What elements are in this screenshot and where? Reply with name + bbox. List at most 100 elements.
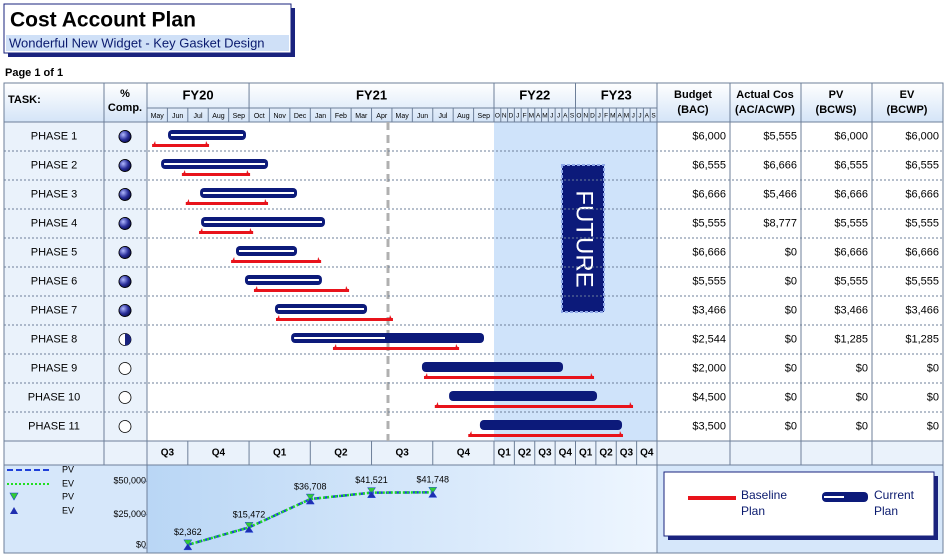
quarter-label: Q3 (538, 448, 552, 459)
cost-pv: $6,666 (834, 188, 868, 200)
cost-budget: $6,666 (692, 188, 726, 200)
cost-marker (183, 543, 193, 551)
baseline-bar (231, 260, 322, 263)
current-bar (421, 362, 564, 372)
month-label: Sep (478, 113, 491, 120)
cost-budget: $3,466 (692, 304, 726, 316)
fiscal-year: FY20 (182, 87, 213, 102)
legend-left-bg (4, 465, 147, 553)
month-label: M (624, 113, 629, 120)
baseline-bar (276, 318, 393, 321)
month-label: J (557, 113, 560, 120)
pct-complete (125, 333, 131, 346)
cost-marker (305, 497, 315, 505)
cost-pv: $1,285 (834, 333, 868, 345)
cost-ev: $6,666 (905, 246, 939, 258)
month-label: D (590, 113, 595, 120)
cost-budget: $6,555 (692, 159, 726, 171)
cost-line (187, 491, 433, 547)
cost-actual: $5,555 (763, 130, 797, 142)
cost-ev: $5,555 (905, 217, 939, 229)
cost-budget: $6,000 (692, 130, 726, 142)
fiscal-year: FY21 (356, 87, 387, 102)
month-label: A (536, 113, 541, 120)
col-ev: EV (900, 89, 915, 101)
month-label: M (542, 113, 547, 120)
task-name: PHASE 10 (28, 391, 81, 403)
current-bar (449, 391, 598, 401)
cost-marker (244, 522, 254, 529)
month-label: J (638, 113, 641, 120)
current-bar (291, 333, 484, 343)
task-name: PHASE 5 (31, 246, 77, 258)
task-name: PHASE 9 (31, 362, 77, 374)
legend-box (663, 471, 935, 537)
quarter-label: Q1 (579, 448, 593, 459)
y-tick-label: $50,000 (113, 476, 146, 486)
title: Cost Account Plan (10, 9, 196, 32)
cost-actual: $0 (785, 391, 797, 403)
task-name: PHASE 7 (31, 304, 77, 316)
legend-pv: PV (62, 464, 74, 474)
month-label: F (604, 113, 608, 120)
legend-pv-marker (9, 492, 19, 501)
cost-budget: $5,555 (692, 275, 726, 287)
legend-current-stripe (824, 496, 844, 498)
fiscal-year: FY22 (519, 87, 550, 102)
baseline-bar (152, 144, 210, 147)
col-pv: (BCWS) (816, 104, 857, 116)
quarter-label: Q3 (620, 448, 634, 459)
quarter-label: Q4 (212, 448, 226, 459)
month-label: A (617, 113, 622, 120)
y-tick-label: $0 (136, 539, 146, 549)
legend-pv: PV (62, 491, 74, 501)
cost-ev: $6,555 (905, 159, 939, 171)
col-pct: % (120, 88, 130, 100)
cost-pv: $0 (856, 391, 868, 403)
col-budget: Budget (674, 89, 712, 101)
cost-budget: $4,500 (692, 391, 726, 403)
cost-marker (428, 490, 438, 498)
cost-actual: $0 (785, 246, 797, 258)
cost-budget: $6,666 (692, 246, 726, 258)
quarter-label: Q2 (518, 448, 532, 459)
cost-actual: $0 (785, 304, 797, 316)
value-label: $41,521 (355, 475, 388, 485)
future-label: FUTURE (571, 190, 598, 287)
cost-pv: $3,466 (834, 304, 868, 316)
cost-actual: $0 (785, 362, 797, 374)
fiscal-year: FY23 (601, 87, 632, 102)
cost-actual: $0 (785, 275, 797, 287)
cost-actual: $6,666 (763, 159, 797, 171)
month-label: F (523, 113, 527, 120)
cost-ev: $6,000 (905, 130, 939, 142)
cost-marker (367, 491, 376, 498)
task-name: PHASE 8 (31, 333, 77, 345)
cost-marker (244, 525, 254, 533)
month-label: M (529, 113, 534, 120)
month-label: Aug (212, 113, 225, 120)
value-label: $41,748 (416, 475, 449, 485)
cost-pv: $0 (856, 420, 868, 432)
quarter-label: Q2 (334, 448, 348, 459)
baseline-bar (199, 231, 254, 234)
baseline-bar (434, 405, 634, 408)
month-label: Dec (294, 113, 307, 120)
page-number: Page 1 of 1 (5, 67, 63, 79)
cost-budget: $3,500 (692, 420, 726, 432)
subtitle: Wonderful New Widget - Key Gasket Design (9, 35, 265, 50)
month-label: S (570, 113, 575, 120)
baseline-bar (468, 434, 623, 437)
quarter-label: Q4 (457, 448, 471, 459)
baseline-bar (332, 347, 460, 350)
pct-complete (118, 246, 132, 259)
cost-marker (428, 487, 438, 494)
progress-stripe (171, 134, 243, 136)
task-name: PHASE 3 (31, 188, 77, 200)
quarter-label: Q1 (498, 448, 512, 459)
col-budget: (BAC) (677, 104, 708, 116)
month-label: O (576, 113, 581, 120)
task-name: PHASE 6 (31, 275, 77, 287)
quarter-label: Q1 (273, 448, 287, 459)
